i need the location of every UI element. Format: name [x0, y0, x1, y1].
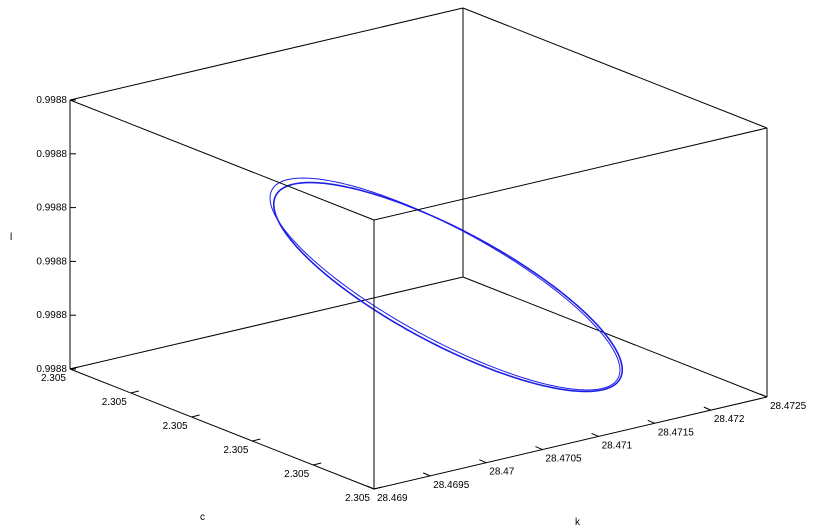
- y-tick-label: 2.305: [345, 493, 370, 504]
- z-axis-ticks: 0.9988 0.9988 0.9988 0.9988 0.9988 0.9988: [36, 95, 76, 375]
- x-tick-label: 28.4705: [545, 454, 582, 465]
- y-tick-label: 2.305: [41, 373, 66, 384]
- y-axis-label: c: [200, 512, 205, 523]
- y-tick-mark: [69, 366, 79, 370]
- y-tick-label: 2.305: [163, 421, 188, 432]
- x-tick-mark: [703, 406, 712, 411]
- y-tick-mark: [191, 414, 200, 418]
- box-edge: [69, 368, 375, 490]
- x-tick-mark: [759, 393, 768, 398]
- z-tick-label: 0.9988: [36, 310, 67, 321]
- x-tick-label: 28.4695: [433, 480, 470, 491]
- box-edge: [373, 396, 768, 490]
- x-tick-label: 28.472: [714, 414, 745, 425]
- box-edge: [462, 276, 768, 398]
- box-edge: [373, 127, 768, 221]
- box-edge: [69, 99, 375, 221]
- x-tick-label: 28.4725: [770, 401, 807, 412]
- z-tick-label: 0.9988: [36, 95, 67, 106]
- z-tick-label: 0.9988: [36, 364, 67, 375]
- back-box-edges: [69, 7, 768, 490]
- z-axis-label: l: [10, 232, 12, 243]
- x-axis-label: k: [575, 517, 581, 528]
- y-tick-label: 2.305: [284, 469, 309, 480]
- front-box-edges: [69, 99, 768, 489]
- x-tick-mark: [366, 485, 375, 490]
- x-tick-label: 28.469: [377, 493, 408, 504]
- y-axis-ticks: 2.305 2.305 2.305 2.305 2.305 2.305: [41, 366, 383, 504]
- orbit-loop: [272, 181, 624, 393]
- box-edge: [69, 276, 464, 370]
- z-tick-label: 0.9988: [36, 256, 67, 267]
- orbit-curve: [269, 177, 624, 393]
- x-tick-mark: [479, 459, 487, 464]
- y-tick-mark: [252, 438, 261, 442]
- y-tick-label: 2.305: [223, 445, 248, 456]
- y-tick-mark: [373, 486, 383, 490]
- x-tick-mark: [591, 432, 599, 437]
- y-tick-mark: [130, 390, 139, 394]
- z-tick-label: 0.9988: [36, 203, 67, 214]
- orbit-loop: [269, 177, 621, 391]
- x-axis-ticks: 28.469 28.4695 28.47 28.4705 28.471 28.4715 28…: [366, 393, 807, 504]
- y-tick-label: 2.305: [102, 397, 127, 408]
- x-tick-mark: [647, 419, 655, 424]
- x-tick-mark: [535, 446, 543, 451]
- x-tick-label: 28.47: [489, 467, 514, 478]
- x-tick-label: 28.471: [602, 440, 633, 451]
- x-tick-label: 28.4715: [658, 427, 695, 438]
- z-tick-label: 0.9988: [36, 149, 67, 160]
- y-tick-mark: [313, 462, 322, 466]
- x-tick-mark: [422, 472, 431, 477]
- box-edge: [69, 7, 464, 101]
- box-edge: [462, 7, 768, 129]
